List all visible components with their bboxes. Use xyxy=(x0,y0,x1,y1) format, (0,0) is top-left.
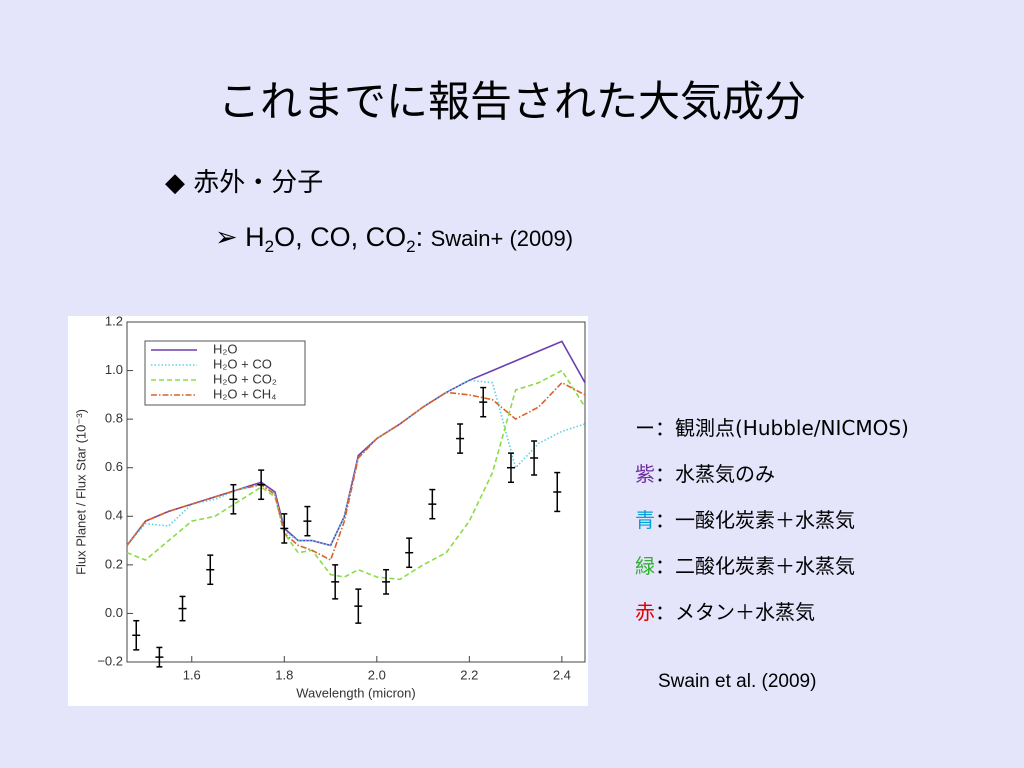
y-tick-label: 0.8 xyxy=(105,411,123,426)
y-tick-label: 1.2 xyxy=(105,316,123,328)
note: 紫：水蒸気のみ xyxy=(635,458,909,504)
series-line xyxy=(126,369,586,581)
bullet: ◆ 赤外・分子 xyxy=(165,168,324,198)
note-text: ：水蒸気のみ xyxy=(655,462,775,486)
sub-bullet: ➢ H2O, CO, CO2: Swain+ (2009) xyxy=(215,222,574,256)
formula: H xyxy=(245,222,265,252)
x-tick-label: 2.4 xyxy=(553,667,571,682)
notes: ー：観測点(Hubble/NICMOS) 紫：水蒸気のみ 青：一酸化炭素＋水蒸気 緑：… xyxy=(635,412,909,642)
x-tick-label: 2.0 xyxy=(368,667,386,682)
legend-label: H₂O + CH₄ xyxy=(213,386,276,401)
series-line xyxy=(126,340,586,547)
note-text: ：観測点(Hubble/NICMOS) xyxy=(655,416,909,440)
series-line xyxy=(126,381,586,562)
note-key: 緑 xyxy=(635,554,655,578)
y-tick-label: 0.4 xyxy=(105,508,123,523)
subscript: 2 xyxy=(406,237,416,256)
formula: O, CO, CO xyxy=(274,222,407,252)
legend-label: H₂O + CO₂ xyxy=(213,371,277,386)
bullet-text: 赤外・分子 xyxy=(193,168,324,198)
note-text: ：二酸化炭素＋水蒸気 xyxy=(655,554,855,578)
slide-title: これまでに報告された大気成分 xyxy=(217,77,806,126)
note-text: ：一酸化炭素＋水蒸気 xyxy=(655,508,855,532)
note: 青：一酸化炭素＋水蒸気 xyxy=(635,504,909,550)
x-tick-label: 1.8 xyxy=(275,667,293,682)
y-tick-label: 0.2 xyxy=(105,556,123,571)
note: 緑：二酸化炭素＋水蒸気 xyxy=(635,550,909,596)
y-tick-label: 0.6 xyxy=(105,459,123,474)
note: ー：観測点(Hubble/NICMOS) xyxy=(635,412,909,458)
note-text: ：メタン＋水蒸気 xyxy=(655,600,815,624)
y-tick-label: 0.0 xyxy=(105,605,123,620)
note-key: 赤 xyxy=(635,600,655,624)
plot-frame xyxy=(126,321,586,663)
y-tick-label: 1.0 xyxy=(105,362,123,377)
cite: Swain+ (2009) xyxy=(430,226,574,251)
formula: : xyxy=(415,222,431,252)
y-axis-label: Flux Planet / Flux Star (10⁻³) xyxy=(73,409,88,575)
x-axis-label: Wavelength (micron) xyxy=(296,685,415,700)
legend-label: H₂O xyxy=(213,341,238,356)
legend-label: H₂O + CO xyxy=(213,356,272,371)
subscript: 2 xyxy=(264,237,275,256)
note-key: 紫 xyxy=(635,462,655,486)
note: 赤：メタン＋水蒸気 xyxy=(635,596,909,642)
chart: −0.2 0.0 0.2 0.4 0.6 0.8 1.0 1.2 1.6 1.8 2.0 2.2 2.4… xyxy=(68,316,588,706)
note-key: ー xyxy=(635,416,655,440)
note-key: 青 xyxy=(635,508,655,532)
legend-frame xyxy=(144,340,306,406)
citation: Swain et al. (2009) xyxy=(658,671,817,692)
y-tick-label: −0.2 xyxy=(97,653,123,668)
x-tick-label: 1.6 xyxy=(183,667,201,682)
series-line xyxy=(126,379,586,547)
x-tick-label: 2.2 xyxy=(460,667,478,682)
